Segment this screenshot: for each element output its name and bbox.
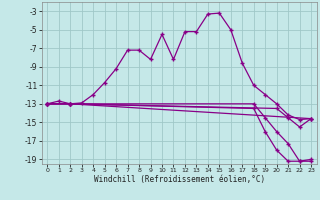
X-axis label: Windchill (Refroidissement éolien,°C): Windchill (Refroidissement éolien,°C) bbox=[94, 175, 265, 184]
